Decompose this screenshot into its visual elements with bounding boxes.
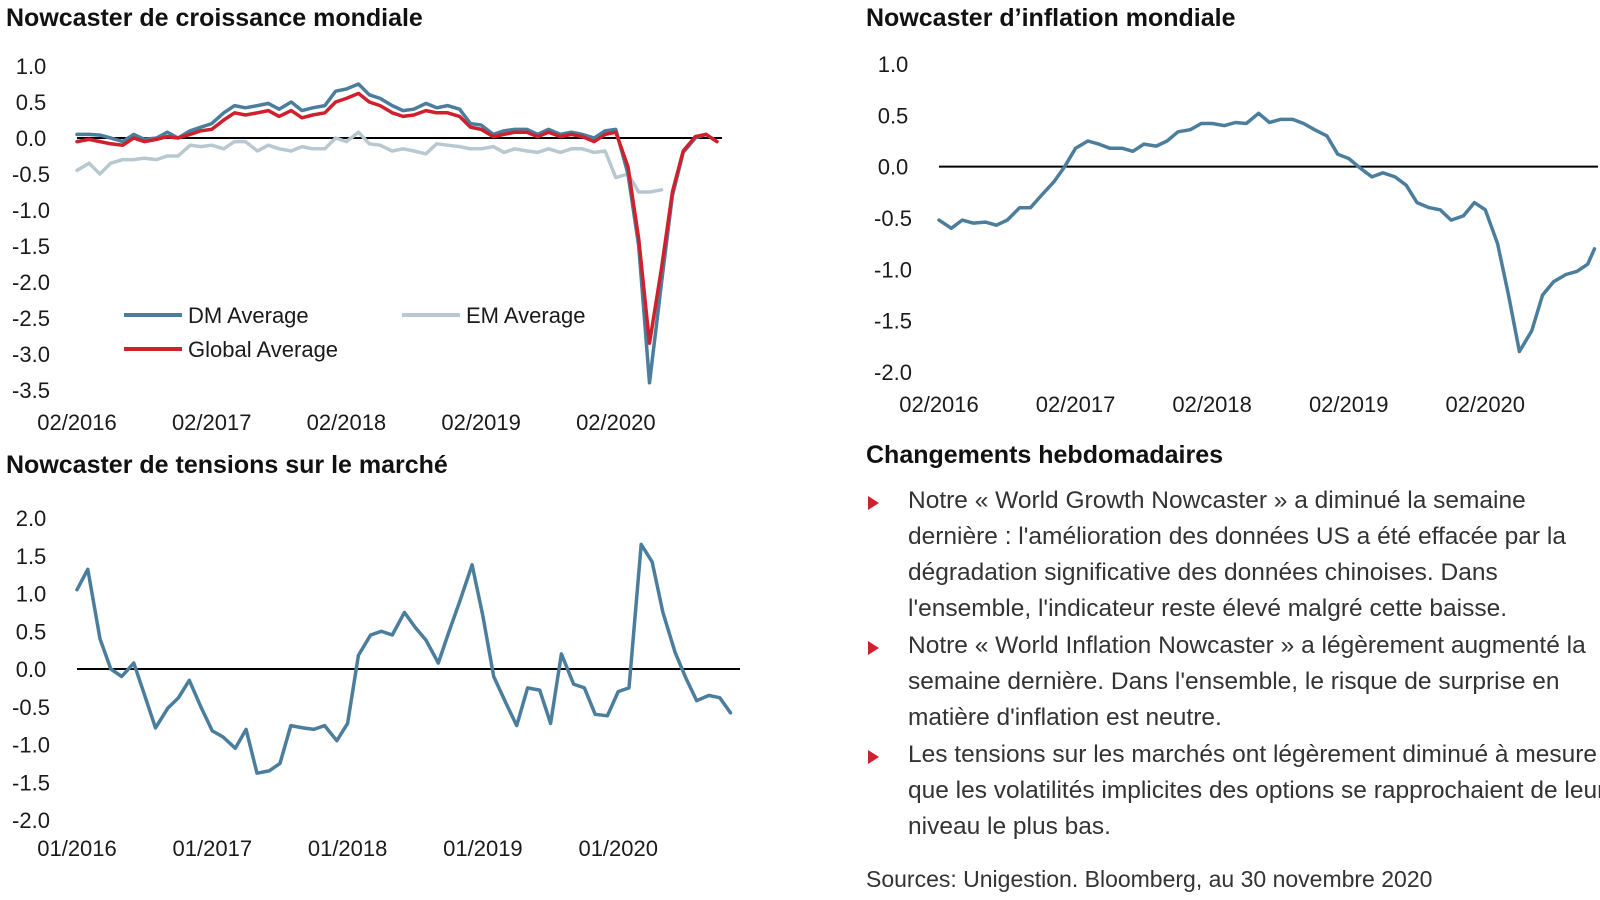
y-tick-label: -1.0 — [874, 257, 912, 282]
x-tick-label: 01/2017 — [173, 836, 253, 861]
x-tick-label: 02/2018 — [1172, 392, 1252, 417]
text-panel-heading: Changements hebdomadaires — [866, 441, 1224, 469]
bullet-text: Notre « World Inflation Nowcaster » a lé… — [908, 632, 1586, 731]
y-tick-label: 1.0 — [16, 582, 47, 607]
series-line-series-0 — [75, 542, 733, 775]
stress-chart-title: Nowcaster de tensions sur le marché — [6, 451, 448, 479]
bullet-item: Les tensions sur les marchés ont légèrem… — [866, 737, 1600, 845]
x-tick-label: 02/2020 — [576, 410, 656, 435]
x-tick-label: 02/2019 — [441, 410, 521, 435]
weekly-changes-list: Notre « World Growth Nowcaster » a dimin… — [866, 483, 1600, 846]
x-tick-label: 01/2020 — [578, 836, 658, 861]
y-tick-label: 1.5 — [16, 544, 47, 569]
triangle-bullet-icon — [868, 750, 879, 764]
y-tick-label: -0.5 — [874, 206, 912, 231]
y-tick-label: 1.0 — [878, 52, 909, 77]
x-tick-label: 02/2016 — [899, 392, 979, 417]
y-tick-label: -1.5 — [12, 234, 50, 259]
series-line-em-average — [75, 130, 664, 194]
y-tick-label: -2.0 — [12, 808, 50, 833]
y-tick-label: 0.0 — [878, 155, 909, 180]
bullet-item: Notre « World Inflation Nowcaster » a lé… — [866, 628, 1600, 736]
x-tick-label: 02/2018 — [307, 410, 387, 435]
triangle-bullet-icon — [868, 496, 879, 510]
y-tick-label: -0.5 — [12, 695, 50, 720]
y-tick-label: 2.0 — [16, 506, 47, 531]
legend-label: DM Average — [188, 303, 309, 328]
x-tick-label: 02/2017 — [172, 410, 252, 435]
inflation-chart-title: Nowcaster d’inflation mondiale — [866, 4, 1236, 32]
y-tick-label: -1.0 — [12, 198, 50, 223]
y-tick-label: 0.5 — [16, 90, 47, 115]
legend-label: Global Average — [188, 337, 338, 362]
y-tick-label: -2.0 — [874, 360, 912, 385]
y-tick-label: -3.5 — [12, 378, 50, 403]
source-note: Sources: Unigestion. Bloomberg, au 30 no… — [866, 866, 1433, 892]
y-tick-label: -0.5 — [12, 162, 50, 187]
y-tick-label: 0.0 — [16, 657, 47, 682]
x-tick-label: 02/2020 — [1446, 392, 1526, 417]
x-tick-label: 01/2018 — [308, 836, 388, 861]
growth-chart-title: Nowcaster de croissance mondiale — [6, 4, 423, 32]
y-tick-label: -1.5 — [12, 770, 50, 795]
x-tick-label: 01/2016 — [37, 836, 117, 861]
y-tick-label: -2.5 — [12, 306, 50, 331]
series-line-series-0 — [937, 111, 1597, 354]
bullet-text: Notre « World Growth Nowcaster » a dimin… — [908, 487, 1566, 622]
y-tick-label: 0.5 — [878, 103, 909, 128]
y-tick-label: 0.0 — [16, 126, 47, 151]
series-line-global-average — [75, 91, 719, 345]
x-tick-label: 02/2016 — [37, 410, 117, 435]
y-tick-label: -3.0 — [12, 342, 50, 367]
legend-label: EM Average — [466, 303, 585, 328]
x-tick-label: 02/2019 — [1309, 392, 1389, 417]
y-tick-label: -1.5 — [874, 309, 912, 334]
bullet-text: Les tensions sur les marchés ont légèrem… — [908, 741, 1600, 840]
x-tick-label: 01/2019 — [443, 836, 523, 861]
y-tick-label: 1.0 — [16, 54, 47, 79]
triangle-bullet-icon — [868, 641, 879, 655]
y-tick-label: -2.0 — [12, 270, 50, 295]
y-tick-label: 0.5 — [16, 619, 47, 644]
x-tick-label: 02/2017 — [1036, 392, 1116, 417]
y-tick-label: -1.0 — [12, 733, 50, 758]
bullet-item: Notre « World Growth Nowcaster » a dimin… — [866, 483, 1600, 627]
